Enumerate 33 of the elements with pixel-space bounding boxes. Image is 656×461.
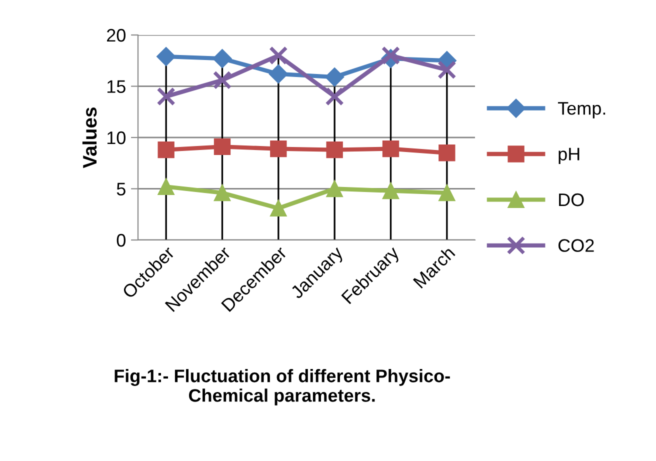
point — [214, 138, 231, 156]
point — [268, 64, 288, 84]
point — [381, 46, 400, 65]
point — [212, 70, 232, 90]
point — [270, 140, 287, 158]
y-tick-label: 0 — [116, 234, 126, 247]
point — [325, 87, 344, 106]
y-axis-title: Values — [82, 107, 97, 168]
legend-label: DO — [559, 193, 584, 206]
legend-label: pH — [558, 148, 580, 164]
point — [158, 141, 174, 158]
point — [156, 46, 176, 66]
y-tick-label: 15 — [107, 80, 126, 93]
point — [326, 141, 343, 158]
legend-label: Temp. — [558, 102, 606, 118]
point — [382, 182, 400, 200]
point — [212, 49, 232, 68]
point — [438, 144, 456, 162]
y-tick-label: 5 — [116, 182, 126, 196]
legend-label: CO2 — [558, 239, 594, 252]
point — [214, 184, 231, 202]
point — [325, 67, 344, 87]
point — [438, 184, 456, 202]
point — [156, 87, 176, 106]
point — [270, 200, 287, 217]
point — [269, 46, 288, 65]
point — [382, 140, 400, 158]
point — [438, 60, 456, 80]
point — [326, 180, 343, 198]
y-tick-label: 20 — [107, 28, 126, 42]
point — [158, 178, 174, 196]
text: Fig-1:- Fluctuation of different Physico- Chemical parameters. — [114, 369, 450, 406]
y-tick-label: 10 — [107, 131, 126, 144]
